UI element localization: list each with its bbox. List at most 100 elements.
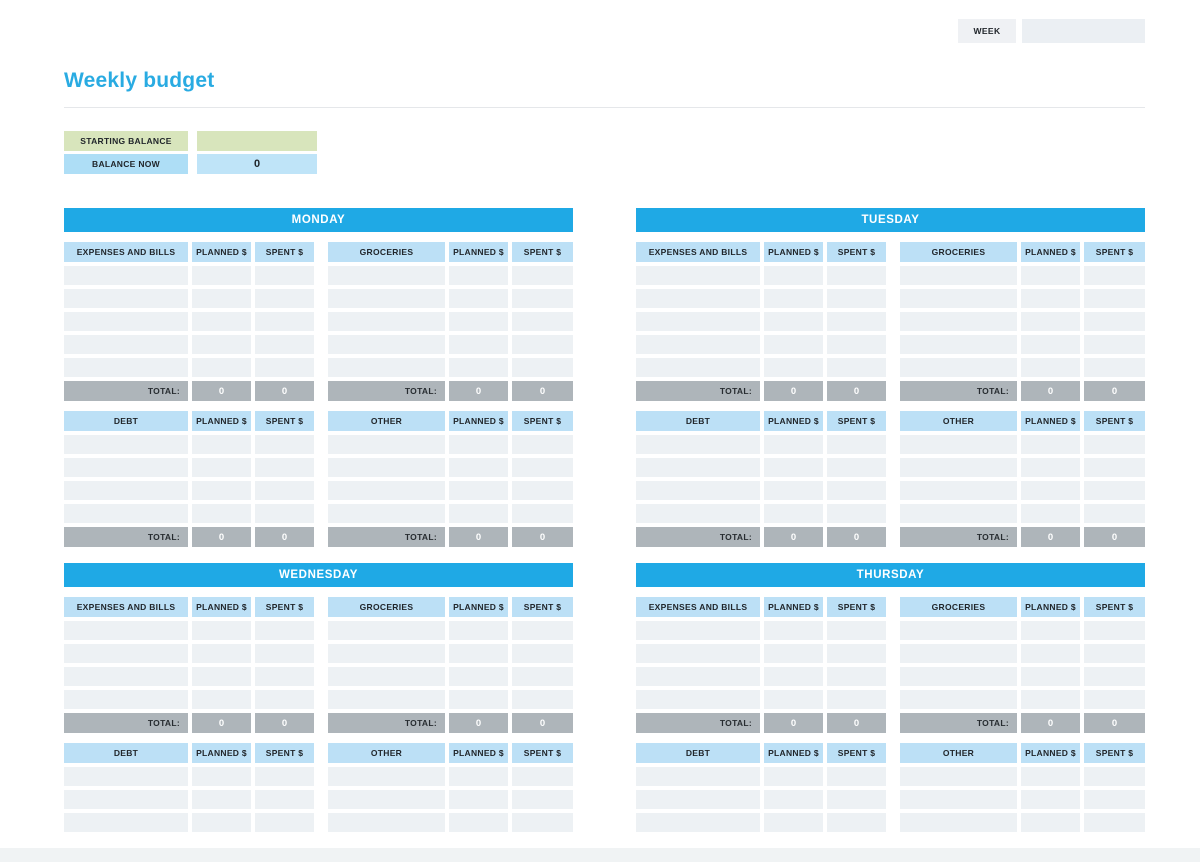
- spent-amount-cell[interactable]: [827, 358, 886, 377]
- item-name-cell[interactable]: [64, 335, 188, 354]
- planned-amount-cell[interactable]: [764, 644, 823, 663]
- item-name-cell[interactable]: [64, 266, 188, 285]
- item-name-cell[interactable]: [636, 813, 760, 832]
- spent-amount-cell[interactable]: [255, 504, 314, 523]
- planned-amount-cell[interactable]: [449, 266, 508, 285]
- planned-amount-cell[interactable]: [449, 358, 508, 377]
- spent-amount-cell[interactable]: [827, 621, 886, 640]
- spent-amount-cell[interactable]: [512, 289, 573, 308]
- planned-amount-cell[interactable]: [764, 690, 823, 709]
- spent-amount-cell[interactable]: [1084, 335, 1145, 354]
- item-name-cell[interactable]: [64, 358, 188, 377]
- spent-amount-cell[interactable]: [1084, 504, 1145, 523]
- item-name-cell[interactable]: [328, 690, 445, 709]
- item-name-cell[interactable]: [636, 767, 760, 786]
- planned-amount-cell[interactable]: [1021, 690, 1080, 709]
- item-name-cell[interactable]: [64, 312, 188, 331]
- planned-amount-cell[interactable]: [1021, 813, 1080, 832]
- planned-amount-cell[interactable]: [449, 312, 508, 331]
- item-name-cell[interactable]: [636, 504, 760, 523]
- item-name-cell[interactable]: [64, 813, 188, 832]
- planned-amount-cell[interactable]: [192, 790, 251, 809]
- item-name-cell[interactable]: [636, 481, 760, 500]
- planned-amount-cell[interactable]: [1021, 767, 1080, 786]
- spent-amount-cell[interactable]: [255, 458, 314, 477]
- spent-amount-cell[interactable]: [827, 312, 886, 331]
- item-name-cell[interactable]: [636, 358, 760, 377]
- planned-amount-cell[interactable]: [764, 458, 823, 477]
- spent-amount-cell[interactable]: [1084, 813, 1145, 832]
- planned-amount-cell[interactable]: [192, 667, 251, 686]
- spent-amount-cell[interactable]: [512, 312, 573, 331]
- planned-amount-cell[interactable]: [764, 435, 823, 454]
- planned-amount-cell[interactable]: [192, 358, 251, 377]
- item-name-cell[interactable]: [636, 667, 760, 686]
- item-name-cell[interactable]: [900, 690, 1017, 709]
- spent-amount-cell[interactable]: [255, 690, 314, 709]
- planned-amount-cell[interactable]: [764, 790, 823, 809]
- spent-amount-cell[interactable]: [1084, 767, 1145, 786]
- item-name-cell[interactable]: [636, 335, 760, 354]
- spent-amount-cell[interactable]: [512, 481, 573, 500]
- starting-balance-input[interactable]: [197, 131, 317, 151]
- item-name-cell[interactable]: [328, 481, 445, 500]
- planned-amount-cell[interactable]: [1021, 358, 1080, 377]
- spent-amount-cell[interactable]: [512, 767, 573, 786]
- spent-amount-cell[interactable]: [827, 335, 886, 354]
- item-name-cell[interactable]: [636, 644, 760, 663]
- spent-amount-cell[interactable]: [512, 335, 573, 354]
- planned-amount-cell[interactable]: [1021, 458, 1080, 477]
- planned-amount-cell[interactable]: [764, 358, 823, 377]
- planned-amount-cell[interactable]: [449, 335, 508, 354]
- planned-amount-cell[interactable]: [1021, 435, 1080, 454]
- planned-amount-cell[interactable]: [1021, 504, 1080, 523]
- spent-amount-cell[interactable]: [255, 790, 314, 809]
- item-name-cell[interactable]: [328, 767, 445, 786]
- spent-amount-cell[interactable]: [1084, 458, 1145, 477]
- item-name-cell[interactable]: [64, 767, 188, 786]
- item-name-cell[interactable]: [328, 358, 445, 377]
- spent-amount-cell[interactable]: [512, 667, 573, 686]
- item-name-cell[interactable]: [900, 790, 1017, 809]
- spent-amount-cell[interactable]: [255, 644, 314, 663]
- item-name-cell[interactable]: [900, 644, 1017, 663]
- spent-amount-cell[interactable]: [827, 790, 886, 809]
- planned-amount-cell[interactable]: [764, 767, 823, 786]
- spent-amount-cell[interactable]: [255, 312, 314, 331]
- spent-amount-cell[interactable]: [1084, 481, 1145, 500]
- spent-amount-cell[interactable]: [255, 621, 314, 640]
- planned-amount-cell[interactable]: [764, 813, 823, 832]
- item-name-cell[interactable]: [900, 667, 1017, 686]
- item-name-cell[interactable]: [900, 358, 1017, 377]
- item-name-cell[interactable]: [64, 621, 188, 640]
- spent-amount-cell[interactable]: [512, 644, 573, 663]
- item-name-cell[interactable]: [636, 289, 760, 308]
- spent-amount-cell[interactable]: [827, 690, 886, 709]
- item-name-cell[interactable]: [900, 481, 1017, 500]
- planned-amount-cell[interactable]: [449, 644, 508, 663]
- spent-amount-cell[interactable]: [827, 667, 886, 686]
- spent-amount-cell[interactable]: [1084, 266, 1145, 285]
- item-name-cell[interactable]: [328, 312, 445, 331]
- spent-amount-cell[interactable]: [512, 435, 573, 454]
- spent-amount-cell[interactable]: [1084, 435, 1145, 454]
- planned-amount-cell[interactable]: [1021, 481, 1080, 500]
- item-name-cell[interactable]: [636, 458, 760, 477]
- spent-amount-cell[interactable]: [1084, 289, 1145, 308]
- item-name-cell[interactable]: [64, 435, 188, 454]
- spent-amount-cell[interactable]: [1084, 621, 1145, 640]
- item-name-cell[interactable]: [328, 813, 445, 832]
- spent-amount-cell[interactable]: [512, 504, 573, 523]
- item-name-cell[interactable]: [636, 790, 760, 809]
- spent-amount-cell[interactable]: [827, 266, 886, 285]
- planned-amount-cell[interactable]: [1021, 621, 1080, 640]
- planned-amount-cell[interactable]: [192, 813, 251, 832]
- spent-amount-cell[interactable]: [827, 813, 886, 832]
- item-name-cell[interactable]: [64, 790, 188, 809]
- planned-amount-cell[interactable]: [764, 504, 823, 523]
- planned-amount-cell[interactable]: [764, 335, 823, 354]
- spent-amount-cell[interactable]: [255, 481, 314, 500]
- spent-amount-cell[interactable]: [255, 767, 314, 786]
- planned-amount-cell[interactable]: [764, 289, 823, 308]
- spent-amount-cell[interactable]: [512, 458, 573, 477]
